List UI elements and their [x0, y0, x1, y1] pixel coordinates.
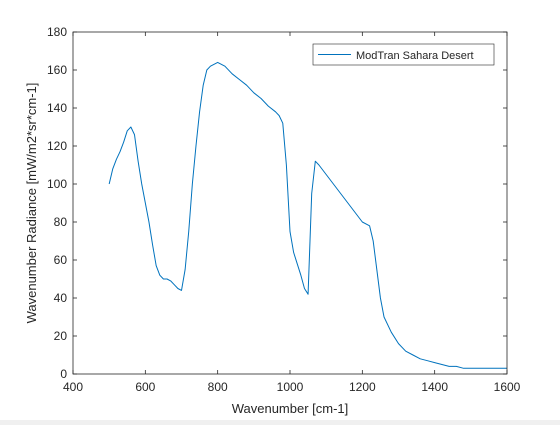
legend-label: ModTran Sahara Desert: [356, 50, 474, 62]
x-axis-ticks: 400 600 800 1000 1200 1400 1600: [63, 32, 521, 394]
series-line: [108, 61, 507, 369]
x-tick-label: 400: [63, 380, 83, 394]
y-tick-label: 80: [54, 215, 68, 229]
y-tick-label: 40: [54, 291, 68, 305]
x-tick-label: 1200: [349, 380, 376, 394]
x-tick-label: 1400: [421, 380, 448, 394]
y-tick-label: 180: [47, 25, 67, 39]
x-tick-label: 800: [208, 380, 228, 394]
axes-box: [72, 31, 508, 375]
y-tick-label: 160: [47, 63, 67, 77]
x-axis-label: Wavenumber [cm-1]: [232, 401, 349, 416]
x-tick-label: 1000: [277, 380, 304, 394]
y-tick-label: 120: [47, 139, 67, 153]
y-tick-label: 20: [54, 329, 68, 343]
series-layer: [108, 61, 507, 369]
y-tick-label: 140: [47, 101, 67, 115]
legend-box: [312, 43, 495, 66]
y-tick-label: 100: [47, 177, 67, 191]
y-axis-ticks: 0 20 40 60 80 100 120 140 160 180: [47, 25, 507, 381]
y-tick-label: 0: [60, 367, 67, 381]
y-axis-label: Wavenumber Radiance [mW/m2*sr*cm-1]: [24, 83, 39, 324]
x-tick-label: 600: [135, 380, 155, 394]
x-tick-label: 1600: [494, 380, 521, 394]
plot-area: [73, 32, 507, 374]
y-tick-label: 60: [54, 253, 68, 267]
legend: ModTran Sahara Desert: [312, 43, 495, 66]
